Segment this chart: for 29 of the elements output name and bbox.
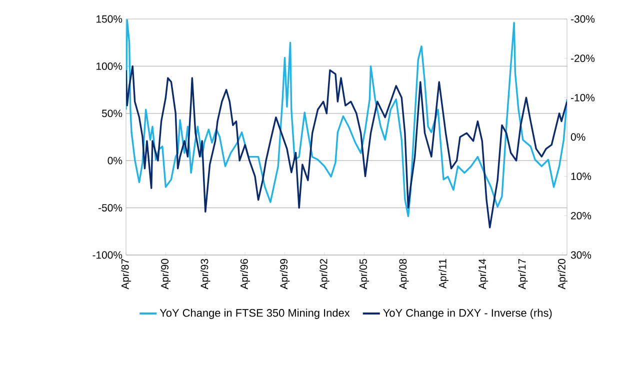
y2-tick-label: 20% (571, 212, 592, 220)
legend-label: YoY Change in FTSE 350 Mining Index (160, 308, 350, 319)
y-tick-label: 100% (96, 62, 122, 70)
x-tick-label: Apr/20 (558, 258, 568, 290)
x-tick-label: Apr/17 (518, 259, 528, 290)
x-tick-label: Apr/02 (320, 259, 330, 290)
y2-tick-label: 0% (570, 133, 586, 141)
x-tick-label: Apr/08 (398, 258, 409, 290)
line-series (126, 19, 568, 218)
y-tick-label: 150% (96, 15, 122, 23)
y2-tick-label: -20% (570, 54, 595, 62)
y2-tick-label: 10% (571, 172, 592, 180)
y2-tick-label: 30% (570, 251, 592, 259)
legend-label: YoY Change in DXY - Inverse (rhs) (383, 308, 552, 319)
x-tick-label: Apr/90 (160, 258, 171, 290)
x-tick-label: Apr/11 (438, 259, 448, 289)
x-tick-label: Apr/14 (478, 258, 488, 290)
y-tick-label: 50% (102, 110, 122, 118)
y2-tick-label: -10% (570, 94, 595, 102)
y-tick-label: -100% (92, 251, 122, 259)
x-tick-label: Apr/93 (200, 258, 210, 290)
x-tick-label: Apr/96 (240, 258, 250, 290)
y-tick-label: 0% (108, 156, 122, 164)
x-tick-label: Apr/87 (121, 259, 131, 290)
line-series (126, 65, 568, 228)
x-tick-label: Apr/99 (280, 259, 290, 290)
y-tick-label: -50% (98, 204, 122, 212)
y2-tick-label: -30% (570, 15, 595, 23)
x-tick-label: Apr/05 (359, 258, 370, 290)
